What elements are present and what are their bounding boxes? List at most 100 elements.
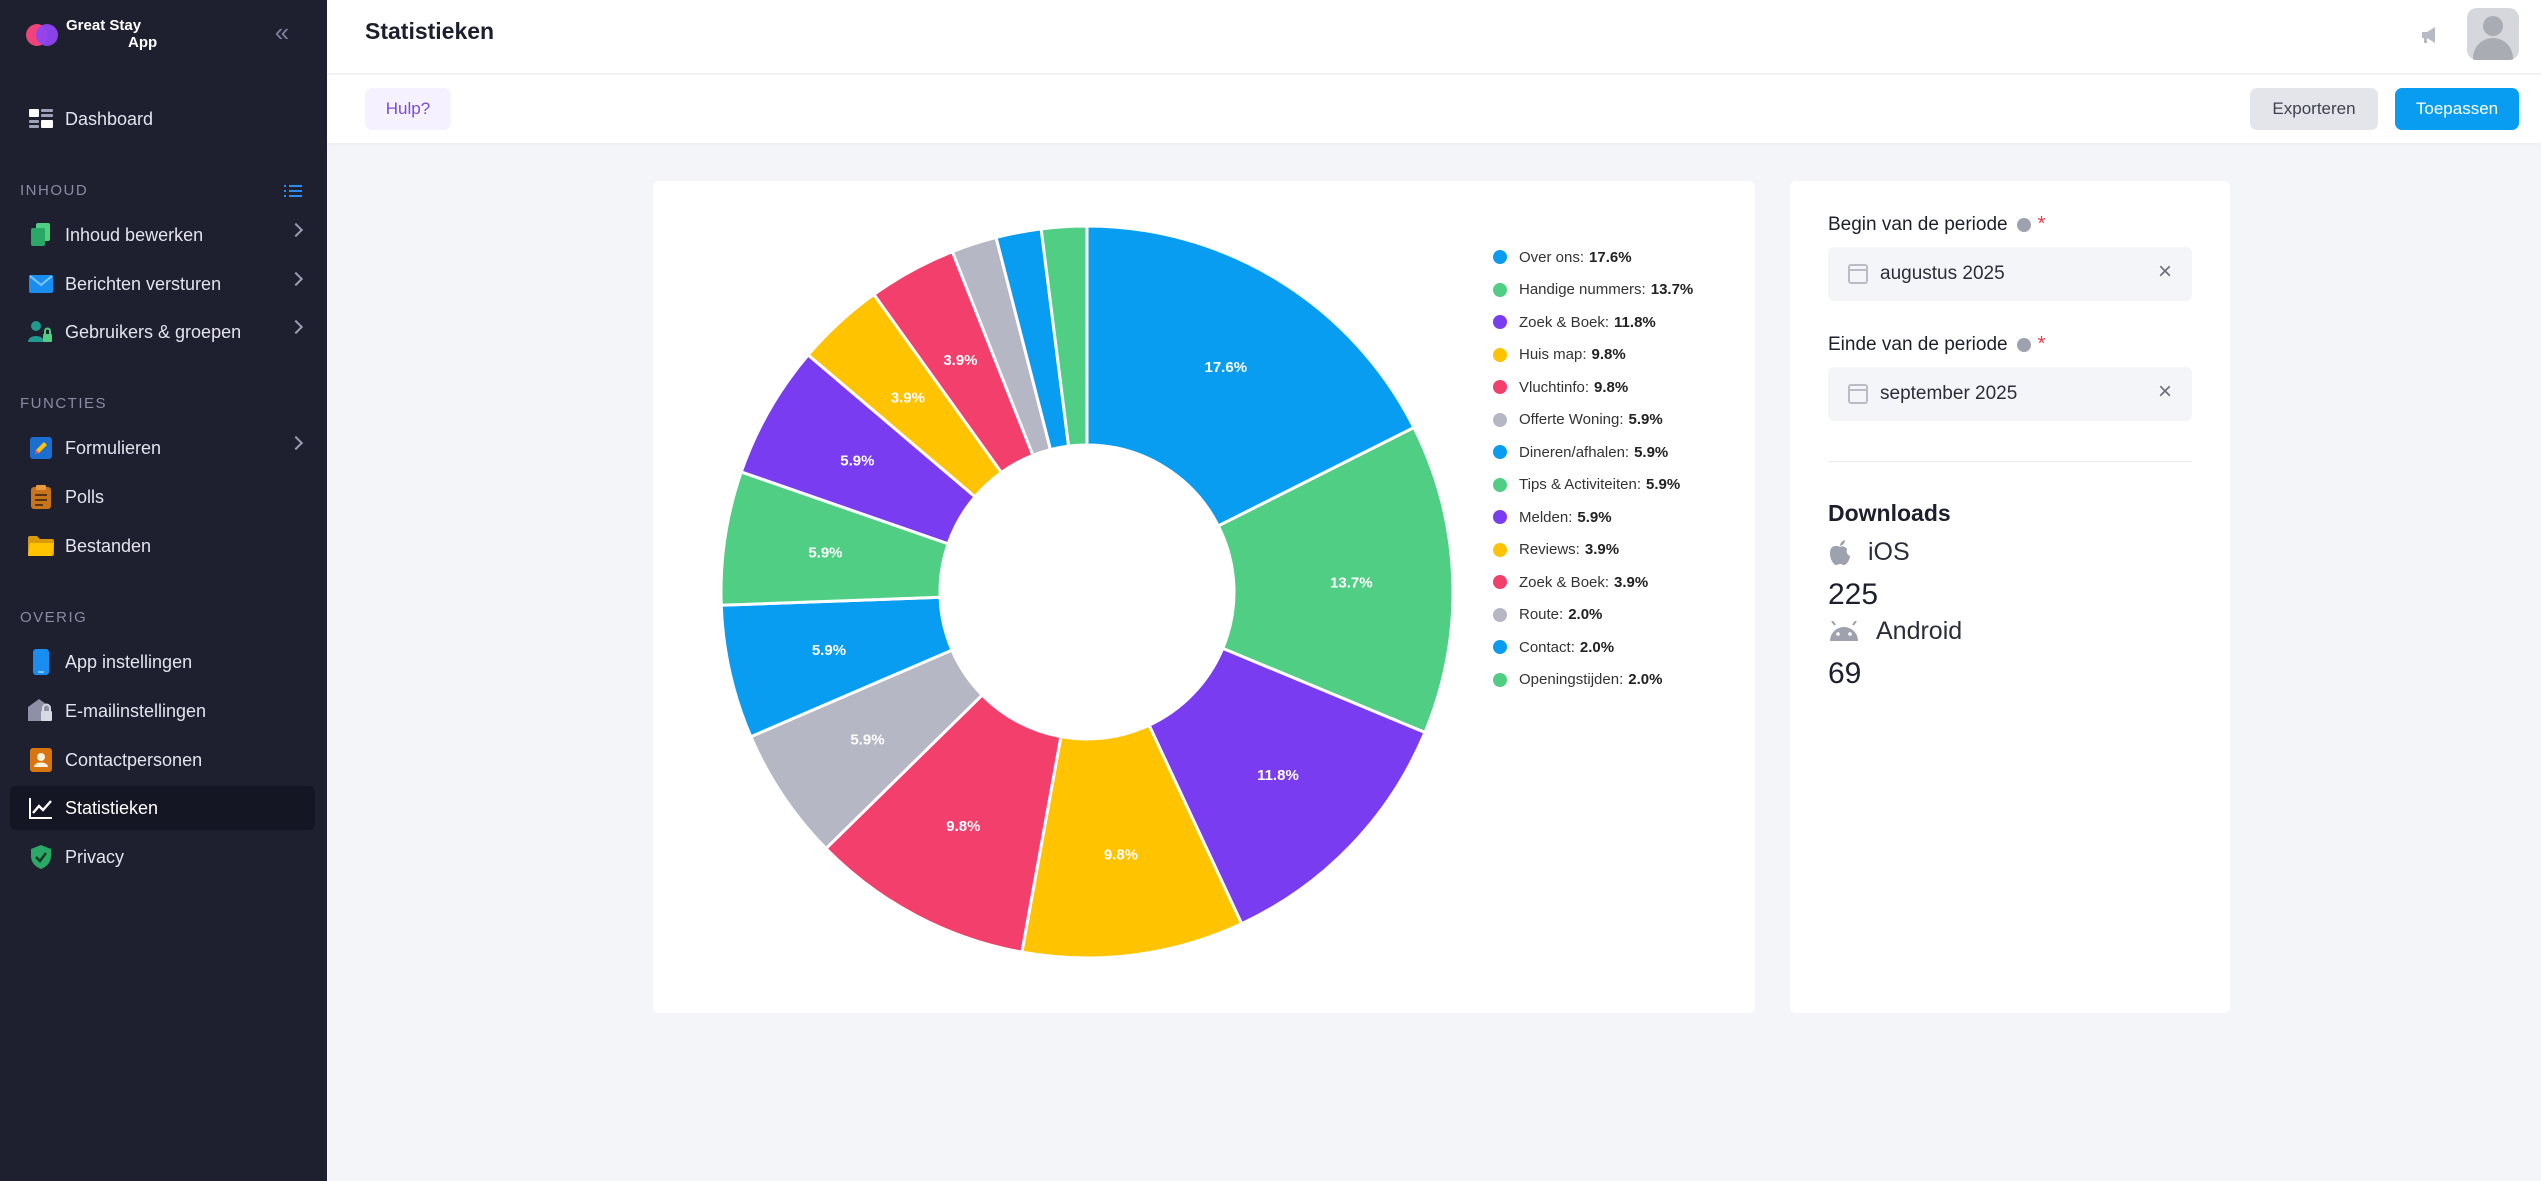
legend-item-12[interactable]: Contact: 2.0% [1493, 631, 1693, 664]
legend-item-2[interactable]: Zoek & Boek: 11.8% [1493, 306, 1693, 339]
section-heading-other: OVERIG [20, 609, 88, 626]
chevron-right-icon [288, 435, 304, 451]
pie-slice-4[interactable] [823, 692, 1063, 954]
legend-label: Tips & Activiteiten: [1519, 476, 1641, 494]
legend-value: 11.8% [1614, 313, 1656, 331]
legend-item-10[interactable]: Zoek & Boek: 3.9% [1493, 566, 1693, 599]
sidebar-item-edit-content[interactable]: Inhoud bewerken [10, 213, 315, 257]
legend-swatch [1493, 575, 1507, 590]
list-view-icon[interactable] [284, 185, 302, 199]
brand-name-line1: Great Stay [66, 17, 142, 34]
sidebar-item-privacy[interactable]: Privacy [10, 835, 315, 879]
megaphone-icon[interactable] [2417, 22, 2443, 48]
period-end-input[interactable]: september 2025 × [1828, 367, 2192, 421]
legend-label: Vluchtinfo: [1519, 378, 1590, 396]
slice-data-label-2: 11.8% [1257, 767, 1299, 784]
pie-slice-2[interactable] [1147, 646, 1427, 926]
legend-swatch [1493, 477, 1507, 492]
page-title: Statistieken [365, 18, 495, 44]
sidebar-item-label: App instellingen [65, 651, 193, 672]
export-button[interactable]: Exporteren [2250, 88, 2378, 130]
android-row: Android [1828, 617, 1962, 646]
info-icon[interactable] [2016, 217, 2031, 232]
legend-value: 3.9% [1584, 541, 1620, 559]
folder-icon [28, 534, 54, 558]
legend-item-6[interactable]: Dineren/afhalen: 5.9% [1493, 436, 1693, 469]
legend-swatch [1493, 282, 1507, 297]
legend-value: 2.0% [1568, 606, 1603, 624]
info-icon[interactable] [2016, 337, 2031, 352]
clear-start-icon[interactable]: × [2157, 258, 2172, 285]
pie-slice-3[interactable] [1020, 723, 1244, 960]
legend-item-4[interactable]: Vluchtinfo: 9.8% [1493, 371, 1693, 404]
period-end-label: Einde van de periode * [1828, 333, 2045, 356]
legend-label: Over ons: [1519, 248, 1585, 266]
collapse-sidebar-icon[interactable]: « [274, 17, 290, 47]
mail-lock-icon [28, 699, 54, 723]
period-start-label-text: Begin van de periode [1828, 213, 2008, 235]
sidebar-item-send-messages[interactable]: Berichten versturen [10, 262, 315, 306]
legend-item-8[interactable]: Melden: 5.9% [1493, 501, 1693, 534]
required-mark: * [2037, 213, 2046, 235]
pie-slice-0[interactable] [1085, 224, 1416, 528]
ios-download-count: 225 [1828, 578, 1879, 611]
legend-item-0[interactable]: Over ons: 17.6% [1493, 241, 1693, 274]
doughnut-chart: 17.6% 13.7% 11.8% 9.8% 9.8% 5.9% 5.9% 5.9% 5.9% 3… [719, 224, 1455, 960]
legend-swatch [1493, 250, 1507, 265]
legend-item-7[interactable]: Tips & Activiteiten: 5.9% [1493, 469, 1693, 502]
slice-data-label-6: 5.9% [812, 642, 846, 659]
slice-data-label-0: 17.6% [1205, 359, 1248, 376]
legend-label: Melden: [1519, 508, 1573, 526]
legend-item-9[interactable]: Reviews: 3.9% [1493, 534, 1693, 567]
slice-data-label-4: 9.8% [946, 818, 980, 835]
sidebar-item-dashboard[interactable]: Dashboard [10, 97, 315, 141]
period-start-input[interactable]: augustus 2025 × [1828, 247, 2192, 301]
sidebar-item-contacts[interactable]: Contactpersonen [10, 738, 315, 782]
chevron-right-icon [288, 271, 304, 287]
legend-item-13[interactable]: Openingstijden: 2.0% [1493, 664, 1693, 697]
apple-icon [1830, 539, 1850, 565]
android-label: Android [1876, 617, 1963, 645]
legend-value: 2.0% [1579, 638, 1615, 656]
legend-item-3[interactable]: Huis map: 9.8% [1493, 339, 1693, 372]
clear-end-icon[interactable]: × [2157, 378, 2172, 405]
sidebar-item-polls[interactable]: Polls [10, 475, 315, 519]
calendar-icon [1848, 264, 1868, 284]
filter-panel: Begin van de periode * augustus 2025 × E… [1790, 181, 2230, 1013]
legend-item-5[interactable]: Offerte Woning: 5.9% [1493, 404, 1693, 437]
brand-logo[interactable]: Great Stay App [26, 12, 157, 56]
pie-slice-1[interactable] [1216, 425, 1455, 735]
sidebar-item-email-settings[interactable]: E-mailinstellingen [10, 689, 315, 733]
pie-slice-13[interactable] [1039, 224, 1089, 448]
sidebar-item-forms[interactable]: Formulieren [10, 426, 315, 470]
sidebar-item-files[interactable]: Bestanden [10, 524, 315, 568]
chart-legend: Over ons: 17.6% Handige nummers: 13.7% Zoek … [1493, 241, 1693, 696]
legend-label: Openingstijden: [1519, 671, 1624, 689]
sidebar-item-statistics[interactable]: Statistieken [10, 786, 315, 830]
dashboard-icon [28, 107, 54, 131]
period-end-value: september 2025 [1880, 383, 2018, 404]
legend-swatch [1493, 380, 1507, 395]
sidebar: Great Stay App « Dashboard INHOUD Inhoud… [0, 0, 327, 1181]
legend-swatch [1493, 640, 1507, 655]
slice-data-label-9: 3.9% [891, 389, 925, 406]
sidebar-item-label: Gebruikers & groepen [65, 321, 242, 342]
help-button[interactable]: Hulp? [365, 88, 451, 130]
slice-data-label-10: 3.9% [943, 352, 977, 369]
apply-button[interactable]: Toepassen [2395, 88, 2519, 130]
contact-book-icon [28, 748, 54, 772]
legend-item-1[interactable]: Handige nummers: 13.7% [1493, 274, 1693, 307]
legend-label: Contact: [1519, 638, 1575, 656]
divider [1828, 461, 2192, 462]
slice-data-label-5: 5.9% [850, 732, 884, 749]
legend-swatch [1493, 315, 1507, 330]
avatar[interactable] [2467, 8, 2519, 60]
sidebar-item-users-groups[interactable]: Gebruikers & groepen [10, 310, 315, 354]
sidebar-item-app-settings[interactable]: App instellingen [10, 640, 315, 684]
legend-label: Zoek & Boek: [1519, 573, 1610, 591]
legend-item-11[interactable]: Route: 2.0% [1493, 599, 1693, 632]
ios-row: iOS [1828, 538, 1910, 567]
clipboard-icon [28, 485, 54, 509]
section-heading-functions: FUNCTIES [20, 395, 107, 412]
android-download-count: 69 [1828, 657, 1862, 690]
